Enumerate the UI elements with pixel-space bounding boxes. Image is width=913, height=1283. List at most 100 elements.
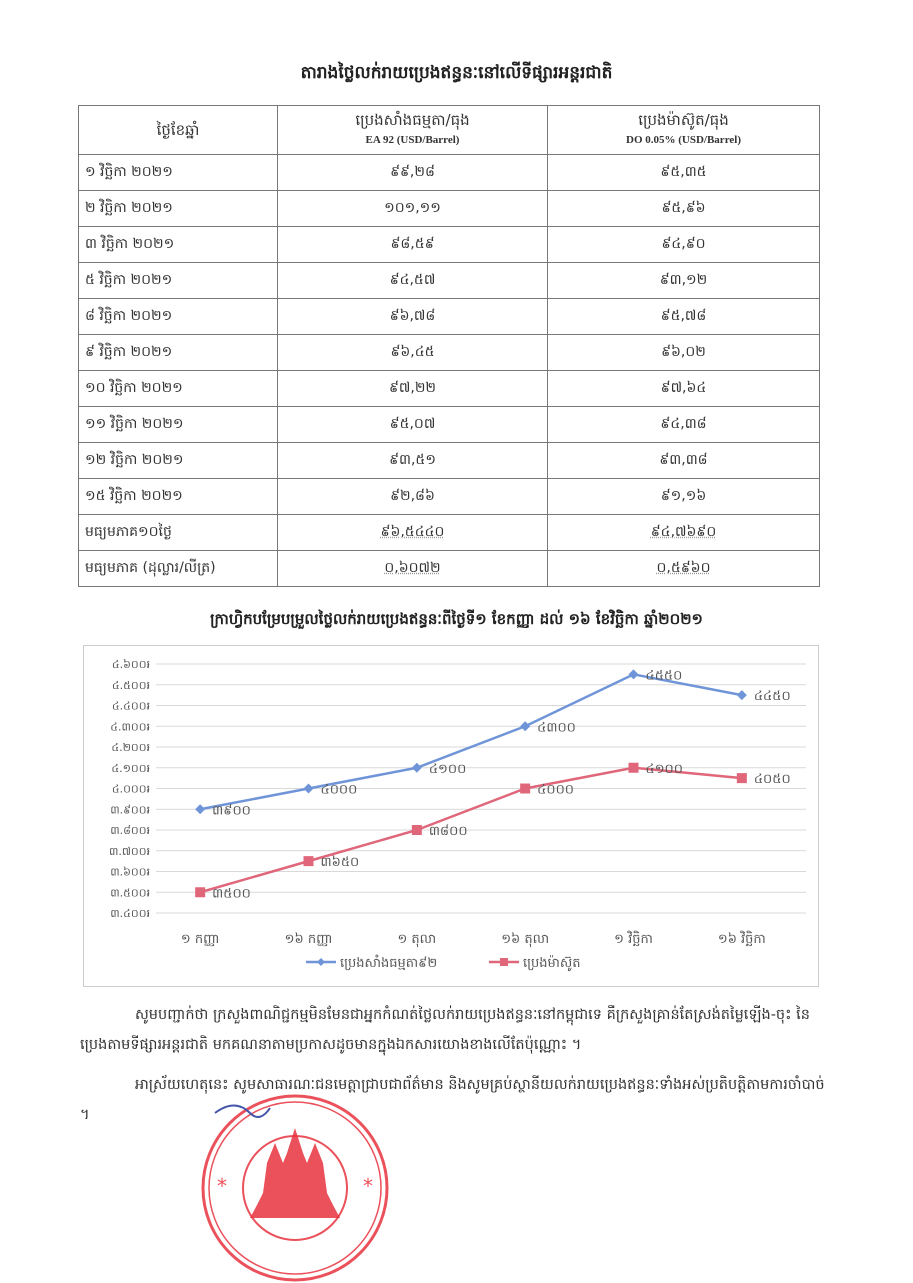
y-tick-label: ៣.៥០០៛ — [110, 886, 150, 899]
data-point — [195, 887, 206, 898]
date-cell: ៥ វិច្ឆិកា ២០២១ — [78, 262, 278, 299]
header-diesel: ប្រេងម៉ាស៊ូត/ធុង DO 0.05% (USD/Barrel) — [547, 105, 820, 155]
data-label: ៣៦៥០ — [321, 855, 360, 870]
diesel-price-cell: ៩៤,៩០ — [547, 226, 820, 263]
header-gasoline: ប្រេងសាំងធម្មតា/ធុង EA 92 (USD/Barrel) — [277, 105, 548, 155]
table-row: ១០ វិច្ឆិកា ២០២១ ៩៧,២២ ៩៧,៦៤ — [78, 370, 820, 407]
date-cell: ៩ វិច្ឆិកា ២០២១ — [78, 334, 278, 371]
y-tick-label: ៣.៨០០៛ — [110, 824, 150, 837]
x-tick-label: ១៦ កញ្ញា — [285, 932, 333, 947]
header-date: ថ្ងៃខែឆ្នាំ — [78, 105, 278, 155]
diesel-price-cell: ៩៧,៦៤ — [547, 370, 820, 407]
table-row: ៣ វិច្ឆិកា ២០២១ ៩៨,៥៩ ៩៤,៩០ — [78, 226, 820, 263]
data-point — [303, 783, 314, 794]
y-tick-label: ៤.៦០០៛ — [112, 658, 150, 671]
gasoline-average: ៩៦,៥៤៤០ — [277, 514, 548, 551]
legend-label: ប្រេងម៉ាស៊ូត — [523, 954, 581, 972]
y-tick-label: ៤.០០០៛ — [112, 783, 150, 796]
table-row: ១ វិច្ឆិកា ២០២១ ៩៩,២៨ ៩៥,៣៥ — [78, 154, 820, 191]
date-cell: ១២ វិច្ឆិកា ២០២១ — [78, 442, 278, 479]
gasoline-price-cell: ៩២,៨៦ — [277, 478, 548, 515]
diesel-price-cell: ៩៥,៩៦ — [547, 190, 820, 227]
y-tick-label: ៤.៤០០៛ — [112, 700, 150, 713]
gasoline-price-cell: ១០១,១១ — [277, 190, 548, 227]
data-label: ៣៨០០ — [429, 824, 468, 839]
x-tick-label: ១៦ តុលា — [501, 932, 549, 948]
data-label: ៣៥០០ — [212, 886, 251, 901]
data-point — [628, 762, 639, 773]
data-point — [411, 825, 422, 835]
y-tick-label: ៤.១០០៛ — [111, 762, 150, 775]
header-label: ប្រេងម៉ាស៊ូត/ធុង — [638, 111, 729, 129]
legend-marker — [500, 958, 508, 966]
diesel-price-cell: ៩៥,៧៨ — [547, 298, 820, 335]
data-point — [303, 856, 314, 867]
gasoline-price-cell: ៩៩,២៨ — [277, 154, 548, 191]
summary-value: ៩៤,៧៦៩០ — [650, 524, 717, 540]
svg-text:*: * — [363, 1174, 373, 1198]
table-row: ៨ វិច្ឆិកា ២០២១ ៩៦,៧៨ ៩៥,៧៨ — [78, 298, 820, 335]
gasoline-price-cell: ៩៥,០៧ — [277, 406, 548, 443]
svg-text:*: * — [217, 1174, 227, 1198]
legend-label: ប្រេងសាំងធម្មតា៩២ — [340, 954, 437, 971]
gasoline-price-cell: ៩៨,៥៩ — [277, 226, 548, 263]
summary-row: មធ្យមភាគ (ដុល្លារ/លីត្រ) ០,៦០៧២ ០,៥៩៦០ — [78, 550, 820, 587]
data-label: ៣៩០០ — [212, 803, 251, 818]
diesel-average: ៩៤,៧៦៩០ — [547, 514, 820, 551]
data-label: ៤១០០ — [429, 762, 466, 777]
paragraph-request: អាស្រ័យហេតុនេះ សូមសាធារណៈជនមេត្តាជ្រាបជា… — [80, 1077, 825, 1123]
y-tick-label: ៣.៩០០៛ — [110, 803, 150, 816]
price-chart: ៤.៦០០៛ ៤.៥០០៛ ៤.៤០០៛ ៤.៣០០៛ ៤.២០០៛ ៤.១០០៛ ៤.០០… — [83, 645, 819, 987]
diesel-price-cell: ៩១,១៦ — [547, 478, 820, 515]
date-cell: ១០ វិច្ឆិកា ២០២១ — [78, 370, 278, 407]
date-cell: ១ វិច្ឆិកា ២០២១ — [78, 154, 278, 191]
summary-label: មធ្យមភាគ១០ថ្ងៃ — [78, 514, 278, 551]
y-tick-label: ៤.៥០០៛ — [112, 679, 150, 692]
summary-label: មធ្យមភាគ (ដុល្លារ/លីត្រ) — [78, 550, 278, 587]
data-point — [628, 669, 639, 680]
fuel-price-table: ថ្ងៃខែឆ្នាំ ប្រេងសាំងធម្មតា/ធុង EA 92 (US… — [78, 105, 820, 587]
date-cell: ២ វិច្ឆិកា ២០២១ — [78, 190, 278, 227]
summary-value: ០,៦០៧២ — [384, 560, 441, 576]
date-cell: ៨ វិច្ឆិកា ២០២១ — [78, 298, 278, 335]
document-title: តារាងថ្លៃលក់រាយប្រេងឥន្ធនៈនៅលើទីផ្សារអន្… — [300, 63, 613, 83]
summary-value: មធ្យមភាគ១០ថ្ងៃ — [85, 524, 172, 540]
series-line — [199, 673, 743, 811]
gasoline-price-cell: ៩៧,២២ — [277, 370, 548, 407]
x-tick-label: ១ កញ្ញា — [181, 932, 219, 947]
summary-row: មធ្យមភាគ១០ថ្ងៃ ៩៦,៥៤៤០ ៩៤,៧៦៩០ — [78, 514, 820, 551]
y-tick-label: ៣.៧០០៛ — [109, 845, 150, 858]
legend-marker — [317, 958, 325, 966]
date-cell: ៣ វិច្ឆិកា ២០២១ — [78, 226, 278, 263]
data-point — [520, 783, 531, 794]
gasoline-average: ០,៦០៧២ — [277, 550, 548, 587]
data-label: ៤០០០ — [537, 783, 574, 798]
data-point — [736, 690, 747, 701]
y-tick-label: ៤.៣០០៛ — [110, 720, 150, 733]
diesel-price-cell: ៩៦,០២ — [547, 334, 820, 371]
data-label: ៤០០០ — [321, 783, 358, 798]
date-cell: ១១ វិច្ឆិកា ២០២១ — [78, 406, 278, 443]
gasoline-price-cell: ៩៣,៥១ — [277, 442, 548, 479]
diesel-price-cell: ៩៥,៣៥ — [547, 154, 820, 191]
data-point — [736, 773, 747, 784]
diesel-price-cell: ៩៣,៣៨ — [547, 442, 820, 479]
paragraph-note: សូមបញ្ជាក់ថា ក្រសួងពាណិជ្ជកម្មមិនមែនជាអ្… — [80, 1007, 810, 1053]
series-line — [199, 766, 742, 894]
header-sub: DO 0.05% (USD/Barrel) — [626, 134, 741, 146]
table-row: ២ វិច្ឆិកា ២០២១ ១០១,១១ ៩៥,៩៦ — [78, 190, 820, 227]
chart-title: ក្រាហ្វិកបម្រែបម្រួលថ្លៃលក់រាយប្រេងឥន្ធន… — [210, 610, 703, 628]
table-row: ៩ វិច្ឆិកា ២០២១ ៩៦,៤៥ ៩៦,០២ — [78, 334, 820, 371]
ministry-stamp: * * — [201, 1094, 389, 1282]
gasoline-price-cell: ៩៤,៥៧ — [277, 262, 548, 299]
summary-value: ៩៦,៥៤៤០ — [380, 524, 445, 540]
gasoline-price-cell: ៩៦,៤៥ — [277, 334, 548, 371]
diesel-price-cell: ៩៤,៣៨ — [547, 406, 820, 443]
header-label: ប្រេងសាំងធម្មតា/ធុង — [355, 111, 470, 129]
data-label: ៤៤៥០ — [754, 689, 791, 704]
table-header-row: ថ្ងៃខែឆ្នាំ ប្រេងសាំងធម្មតា/ធុង EA 92 (US… — [78, 105, 820, 155]
data-label: ៤៥៥០ — [646, 668, 683, 683]
diesel-average: ០,៥៩៦០ — [547, 550, 820, 587]
header-label: ថ្ងៃខែឆ្នាំ — [156, 121, 200, 139]
summary-value: ០,៥៩៦០ — [656, 560, 711, 576]
